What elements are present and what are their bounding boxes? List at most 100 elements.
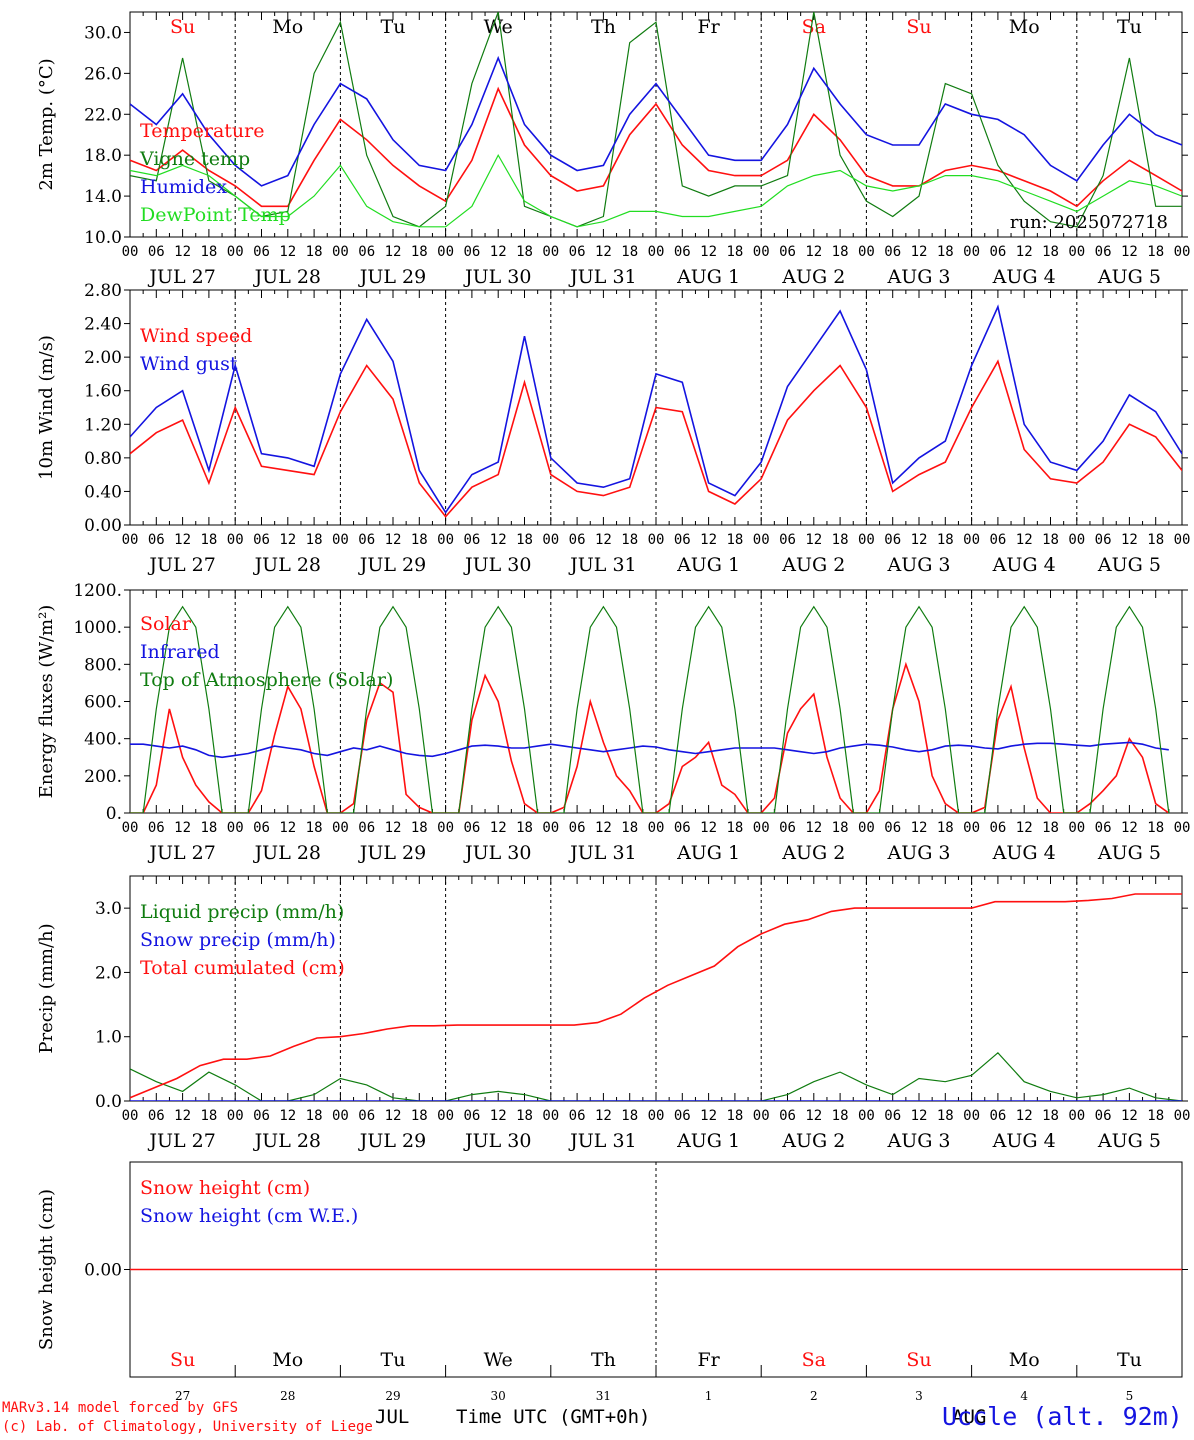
x-date-label: AUG 4 <box>992 266 1056 288</box>
y-tick-label: 2.40 <box>84 315 122 335</box>
x-date-label: AUG 2 <box>781 554 845 576</box>
x-hour-label: 18 <box>200 532 217 548</box>
x-date-label: JUL 30 <box>463 266 531 288</box>
y-tick-label: 600. <box>84 693 122 713</box>
x-hour-label: 00 <box>1174 244 1191 260</box>
x-hour-label: 18 <box>937 820 954 836</box>
y-tick-label: 2.00 <box>84 348 122 368</box>
x-hour-label: 18 <box>411 532 428 548</box>
x-date-label: JUL 29 <box>358 266 426 288</box>
x-hour-label: 06 <box>989 820 1006 836</box>
day-number-label: 29 <box>385 1389 400 1403</box>
series-line-top-of-atmosphere-solar- <box>130 605 1170 813</box>
x-hour-label: 18 <box>1147 1108 1164 1124</box>
legend-entry: Total cumulated (cm) <box>140 957 345 979</box>
x-hour-label: 12 <box>805 1108 822 1124</box>
y-tick-label: 22.0 <box>84 105 122 125</box>
x-hour-label: 18 <box>306 244 323 260</box>
x-hour-label: 00 <box>332 532 349 548</box>
series-group <box>130 304 1182 518</box>
x-hour-label: 18 <box>1042 244 1059 260</box>
x-date-label: AUG 3 <box>886 266 950 288</box>
x-date-label: AUG 2 <box>781 266 845 288</box>
x-date-label: AUG 4 <box>992 1130 1056 1152</box>
x-hour-label: 18 <box>832 1108 849 1124</box>
x-date-label: AUG 1 <box>676 1130 740 1152</box>
x-hour-label: 06 <box>358 1108 375 1124</box>
x-hour-label: 18 <box>621 532 638 548</box>
y-tick-label: 18.0 <box>84 146 122 166</box>
x-hour-label: 00 <box>437 532 454 548</box>
x-hour-label: 06 <box>253 820 270 836</box>
x-date-label: JUL 31 <box>568 1130 636 1152</box>
dow-label: Fr <box>697 1349 720 1371</box>
x-date-label: JUL 27 <box>147 842 215 864</box>
x-hour-label: 12 <box>1016 244 1033 260</box>
dow-label: Tu <box>381 16 406 38</box>
day-number-label: 28 <box>280 1389 295 1403</box>
series-line-vigne-temp <box>130 12 1182 228</box>
x-hour-label: 06 <box>779 244 796 260</box>
x-hour-label: 12 <box>279 820 296 836</box>
x-hour-label: 00 <box>1174 1108 1191 1124</box>
x-hour-label: 12 <box>700 244 717 260</box>
x-hour-label: 06 <box>1095 1108 1112 1124</box>
x-hour-label: 00 <box>437 244 454 260</box>
dow-label: We <box>484 16 513 38</box>
x-hour-label: 18 <box>726 820 743 836</box>
x-hour-label: 06 <box>989 532 1006 548</box>
x-hour-label: 00 <box>753 244 770 260</box>
x-hour-label: 12 <box>1121 244 1138 260</box>
x-hour-label: 06 <box>779 820 796 836</box>
x-hour-label: 12 <box>174 1108 191 1124</box>
x-hour-label: 00 <box>122 244 139 260</box>
x-hour-label: 12 <box>595 244 612 260</box>
x-hour-label: 12 <box>174 820 191 836</box>
x-date-label: AUG 1 <box>676 266 740 288</box>
x-hour-label: 18 <box>516 244 533 260</box>
x-hour-label: 00 <box>648 532 665 548</box>
x-hour-label: 06 <box>569 1108 586 1124</box>
x-hour-label: 00 <box>227 1108 244 1124</box>
x-date-label: AUG 1 <box>676 554 740 576</box>
x-date-label: AUG 1 <box>676 842 740 864</box>
y-tick-label: 0.00 <box>84 1261 122 1281</box>
series-line-wind-speed <box>130 359 1182 518</box>
x-hour-label: 00 <box>858 532 875 548</box>
x-hour-label: 06 <box>569 820 586 836</box>
month-label-aug: AUG <box>952 1406 987 1428</box>
x-hour-label: 12 <box>1016 532 1033 548</box>
panel-5: 0.00 Snow height (cm) Su Mo Tu We Th Fr Sa Su Mo Tu… <box>36 1161 1188 1403</box>
x-hour-label: 06 <box>253 244 270 260</box>
y-axis-title: Precip (mm/h) <box>36 923 57 1053</box>
legend-entry: Wind speed <box>140 325 252 347</box>
x-hour-label: 00 <box>542 532 559 548</box>
x-hour-label: 12 <box>385 532 402 548</box>
x-date-label: JUL 31 <box>568 842 636 864</box>
legend-entry: Vigne temp <box>139 148 250 170</box>
day-number-label: 1 <box>705 1389 713 1403</box>
x-hour-label: 18 <box>1042 820 1059 836</box>
x-hour-label: 00 <box>963 244 980 260</box>
x-hour-label: 06 <box>884 532 901 548</box>
x-hour-label: 06 <box>463 1108 480 1124</box>
x-hour-label: 00 <box>332 1108 349 1124</box>
dow-label: Mo <box>1009 16 1040 38</box>
y-axis-title: 10m Wind (m/s) <box>36 335 57 480</box>
x-hour-label: 18 <box>411 820 428 836</box>
x-hour-label: 06 <box>569 532 586 548</box>
y-axis-title: Snow height (cm) <box>36 1189 57 1350</box>
x-hour-label: 00 <box>1068 820 1085 836</box>
series-group <box>130 12 1182 228</box>
day-number-label: 3 <box>915 1389 923 1403</box>
x-date-label: JUL 28 <box>253 1130 321 1152</box>
x-hour-label: 18 <box>1042 1108 1059 1124</box>
x-hour-label: 18 <box>200 1108 217 1124</box>
x-hour-label: 00 <box>332 820 349 836</box>
x-hour-label: 00 <box>1174 820 1191 836</box>
day-number-label: 4 <box>1020 1389 1028 1403</box>
x-hour-label: 00 <box>963 1108 980 1124</box>
day-number-label: 31 <box>596 1389 611 1403</box>
y-tick-label: 1.60 <box>84 382 122 402</box>
y-tick-label: 0.80 <box>84 449 122 469</box>
